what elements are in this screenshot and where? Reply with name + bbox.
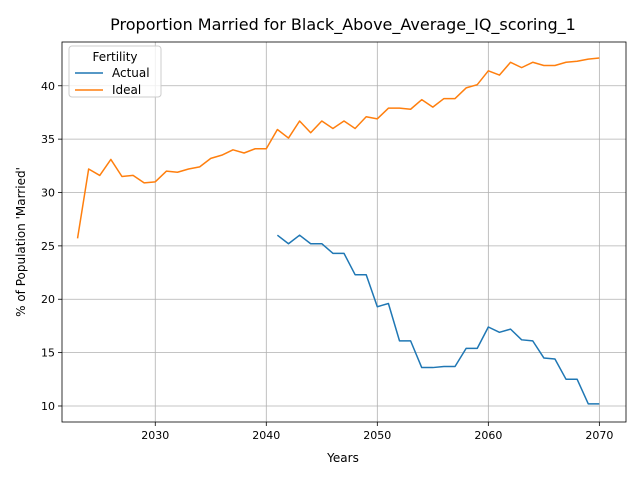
x-tick-label: 2050	[363, 429, 391, 442]
series-layer	[76, 57, 600, 405]
x-axis-label: Years	[326, 451, 359, 465]
series-line-ideal	[76, 57, 600, 239]
x-tick-label: 2030	[141, 429, 169, 442]
legend-label-ideal: Ideal	[112, 83, 141, 97]
legend-label-actual: Actual	[112, 66, 150, 80]
y-tick-label: 40	[41, 80, 55, 93]
axes: 2030 2040 2050 2060 2070 10 15 20 25 30 35 40	[41, 41, 627, 442]
y-tick-label: 30	[41, 187, 55, 200]
x-tick-label: 2040	[252, 429, 280, 442]
series-line-actual	[276, 234, 600, 405]
legend-title: Fertility	[92, 50, 137, 64]
x-tick-label: 2060	[474, 429, 502, 442]
y-tick-label: 15	[41, 347, 55, 360]
grid-lines	[62, 42, 626, 422]
y-tick-label: 10	[41, 400, 55, 413]
y-tick-label: 25	[41, 240, 55, 253]
legend-box	[68, 45, 162, 98]
plot-frame	[61, 41, 627, 423]
y-tick-label: 20	[41, 293, 55, 306]
y-axis-label: % of Population 'Married'	[14, 167, 28, 317]
y-tick-label: 35	[41, 133, 55, 146]
chart-title: Proportion Married for Black_Above_Avera…	[110, 15, 576, 35]
x-tick-label: 2070	[585, 429, 613, 442]
legend: Fertility Actual Ideal	[68, 45, 162, 98]
